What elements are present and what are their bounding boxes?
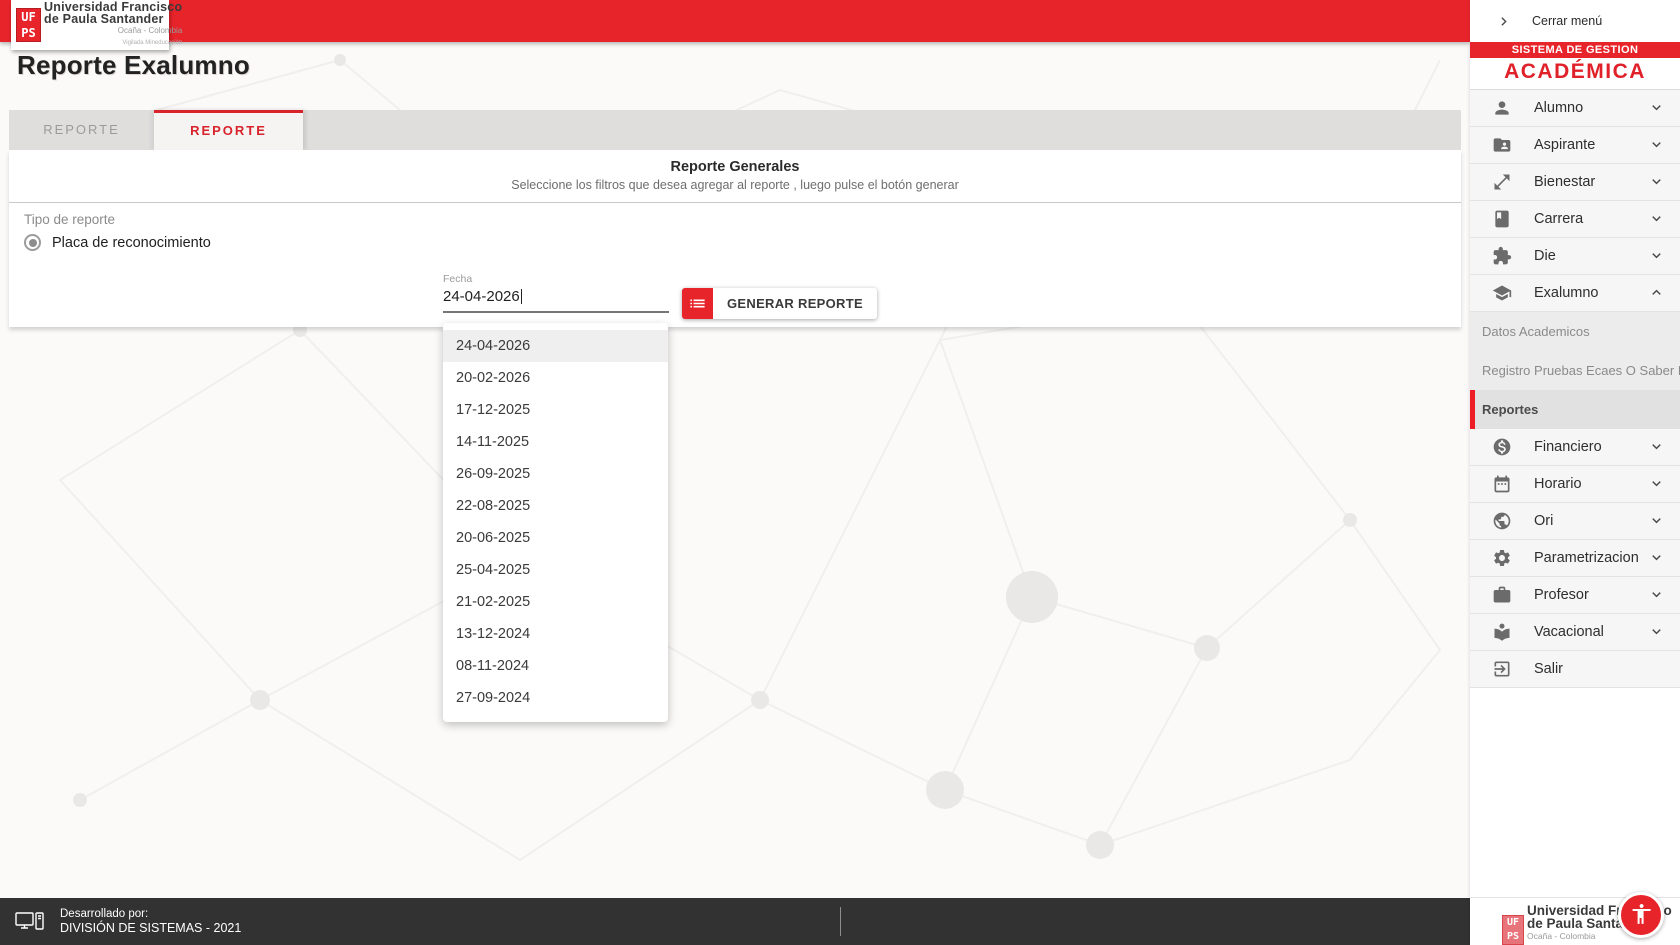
sidebar: Cerrar menú SISTEMA DE GESTION ACADÉMICA… — [1470, 0, 1680, 945]
sidebar-item-alumno[interactable]: Alumno — [1470, 90, 1680, 127]
sidebar-item-exalumno[interactable]: Exalumno — [1470, 275, 1680, 312]
gear-icon — [1494, 550, 1510, 566]
dropdown-option[interactable]: 20-02-2026 — [456, 370, 531, 386]
chevron-down-icon — [1652, 105, 1661, 111]
sidebar-item-vacacional[interactable]: Vacacional — [1470, 614, 1680, 651]
accessibility-icon — [1632, 903, 1651, 924]
chevron-right-icon — [1501, 16, 1507, 26]
dropdown-option[interactable]: 24-04-2026 — [443, 330, 668, 362]
dropdown-option[interactable]: 20-06-2025 — [456, 530, 531, 546]
system-banner: SISTEMA DE GESTION — [1470, 42, 1680, 58]
radio-placa-de-reconocimiento[interactable]: Placa de reconocimiento — [24, 234, 211, 251]
sidebar-item-die[interactable]: Die — [1470, 238, 1680, 275]
tab-reporte[interactable]: REPORTE — [154, 110, 303, 150]
sidebar-item-profesor[interactable]: Profesor — [1470, 577, 1680, 614]
tab-reporte-general[interactable]: REPORTE GENERAL — [43, 122, 120, 177]
puzzle-icon — [1493, 246, 1512, 265]
accessibility-button[interactable] — [1618, 892, 1664, 938]
computer-icon — [15, 911, 44, 930]
sidebar-item-parametrizacion[interactable]: Parametrizacion — [1470, 540, 1680, 577]
radio-button-icon[interactable] — [24, 234, 41, 251]
logo-line3: Ocaña - Colombia — [117, 26, 183, 35]
chevron-down-icon — [1652, 592, 1661, 598]
footer: Desarrollado por: DIVISIÓN DE SISTEMAS -… — [0, 898, 1470, 945]
sidebar-footer: UF PS Universidad Francisco de Paula San… — [1470, 892, 1680, 945]
footer-line2: DIVISIÓN DE SISTEMAS - 2021 — [60, 921, 242, 935]
tabs-bar: REPORTE GENERAL REPORTE — [9, 110, 1461, 177]
chevron-down-icon — [1652, 555, 1661, 561]
chevron-down-icon — [1652, 629, 1661, 635]
chevron-down-icon — [1652, 518, 1661, 524]
chevron-down-icon — [1652, 481, 1661, 487]
form-subtitle: Seleccione los filtros que desea agregar… — [511, 178, 959, 192]
submenu-item-registro-pruebas[interactable]: Registro Pruebas Ecaes O Saber Pro — [1470, 351, 1680, 390]
fecha-label: Fecha — [443, 273, 473, 285]
calendar-icon — [1494, 475, 1510, 493]
dropdown-option[interactable]: 26-09-2025 — [456, 466, 531, 482]
top-red-bar — [0, 0, 1470, 42]
sidebar-item-aspirante[interactable]: Aspirante — [1470, 127, 1680, 164]
chevron-down-icon — [1652, 253, 1661, 259]
dropdown-option[interactable]: 08-11-2024 — [456, 658, 530, 674]
sidebar-item-ori[interactable]: Ori — [1470, 503, 1680, 540]
chevron-down-icon — [1652, 142, 1661, 148]
ufps-monogram: UF PS — [1502, 915, 1524, 945]
dropdown-option[interactable]: 25-04-2025 — [456, 562, 531, 578]
radio-label: Placa de reconocimiento — [52, 234, 211, 251]
dropdown-option[interactable]: 14-11-2025 — [456, 434, 530, 450]
chevron-down-icon — [1652, 179, 1661, 185]
dollar-circle-icon — [1493, 438, 1511, 456]
sidebar-item-horario[interactable]: Horario — [1470, 466, 1680, 503]
briefcase-icon — [1493, 586, 1511, 603]
expand-arrows-icon — [1494, 174, 1510, 190]
generar-reporte-button[interactable]: GENERAR REPORTE — [682, 288, 877, 319]
submenu-item-reportes[interactable]: Reportes — [1470, 390, 1680, 429]
main-content: UF PS Universidad Francisco de Paula San… — [0, 0, 1470, 945]
logo-line2: de Paula Santander — [44, 12, 164, 26]
dropdown-option[interactable]: 17-12-2025 — [456, 402, 531, 418]
form-title: Reporte Generales — [670, 159, 800, 175]
footer-line1: Desarrollado por: — [60, 908, 149, 920]
dropdown-option[interactable]: 27-09-2024 — [456, 690, 531, 706]
dropdown-option[interactable]: 13-12-2024 — [456, 626, 531, 642]
sidebar-item-carrera[interactable]: Carrera — [1470, 201, 1680, 238]
university-logo: UF PS Universidad Francisco de Paula San… — [11, 0, 182, 50]
chevron-down-icon — [1652, 216, 1661, 222]
graduation-cap-icon — [1492, 285, 1512, 301]
close-menu-button[interactable]: Cerrar menú — [1470, 0, 1680, 42]
chevron-down-icon — [1652, 444, 1661, 450]
dropdown-option[interactable]: 21-02-2025 — [456, 594, 531, 610]
academica-title: ACADÉMICA — [1470, 58, 1680, 90]
logo-line4: Vigilada Mineducación — [122, 40, 183, 46]
exit-icon — [1494, 661, 1510, 677]
sidebar-item-financiero[interactable]: Financiero — [1470, 429, 1680, 466]
footer-divider — [840, 907, 841, 936]
globe-icon — [1493, 512, 1511, 530]
book-icon — [1495, 210, 1509, 228]
text-caret — [520, 289, 523, 304]
folder-shared-icon — [1493, 138, 1511, 152]
sidebar-item-bienestar[interactable]: Bienestar — [1470, 164, 1680, 201]
person-icon — [1495, 101, 1509, 115]
logo-line1: Universidad Francisco — [44, 0, 183, 14]
page-title: Reporte Exalumno — [17, 50, 250, 80]
fecha-input[interactable]: 24-04-2026 — [443, 285, 669, 313]
dropdown-option[interactable]: 22-08-2025 — [456, 498, 531, 514]
generar-reporte-label: GENERAR REPORTE — [727, 296, 863, 311]
sidebar-item-salir[interactable]: Salir — [1470, 651, 1680, 688]
submenu-item-datos-academicos[interactable]: Datos Academicos — [1470, 312, 1680, 351]
report-form-card: Reporte Generales Seleccione los filtros… — [9, 150, 1461, 327]
ufps-monogram: UF PS — [16, 8, 41, 42]
list-icon — [682, 288, 713, 319]
fecha-dropdown: 24-04-2026 20-02-2026 17-12-2025 14-11-2… — [443, 323, 668, 722]
tipo-de-reporte-label: Tipo de reporte — [24, 212, 116, 227]
close-menu-label: Cerrar menú — [1532, 14, 1603, 28]
form-divider — [9, 202, 1461, 203]
chevron-up-icon — [1652, 289, 1661, 295]
library-reader-icon — [1494, 623, 1510, 641]
